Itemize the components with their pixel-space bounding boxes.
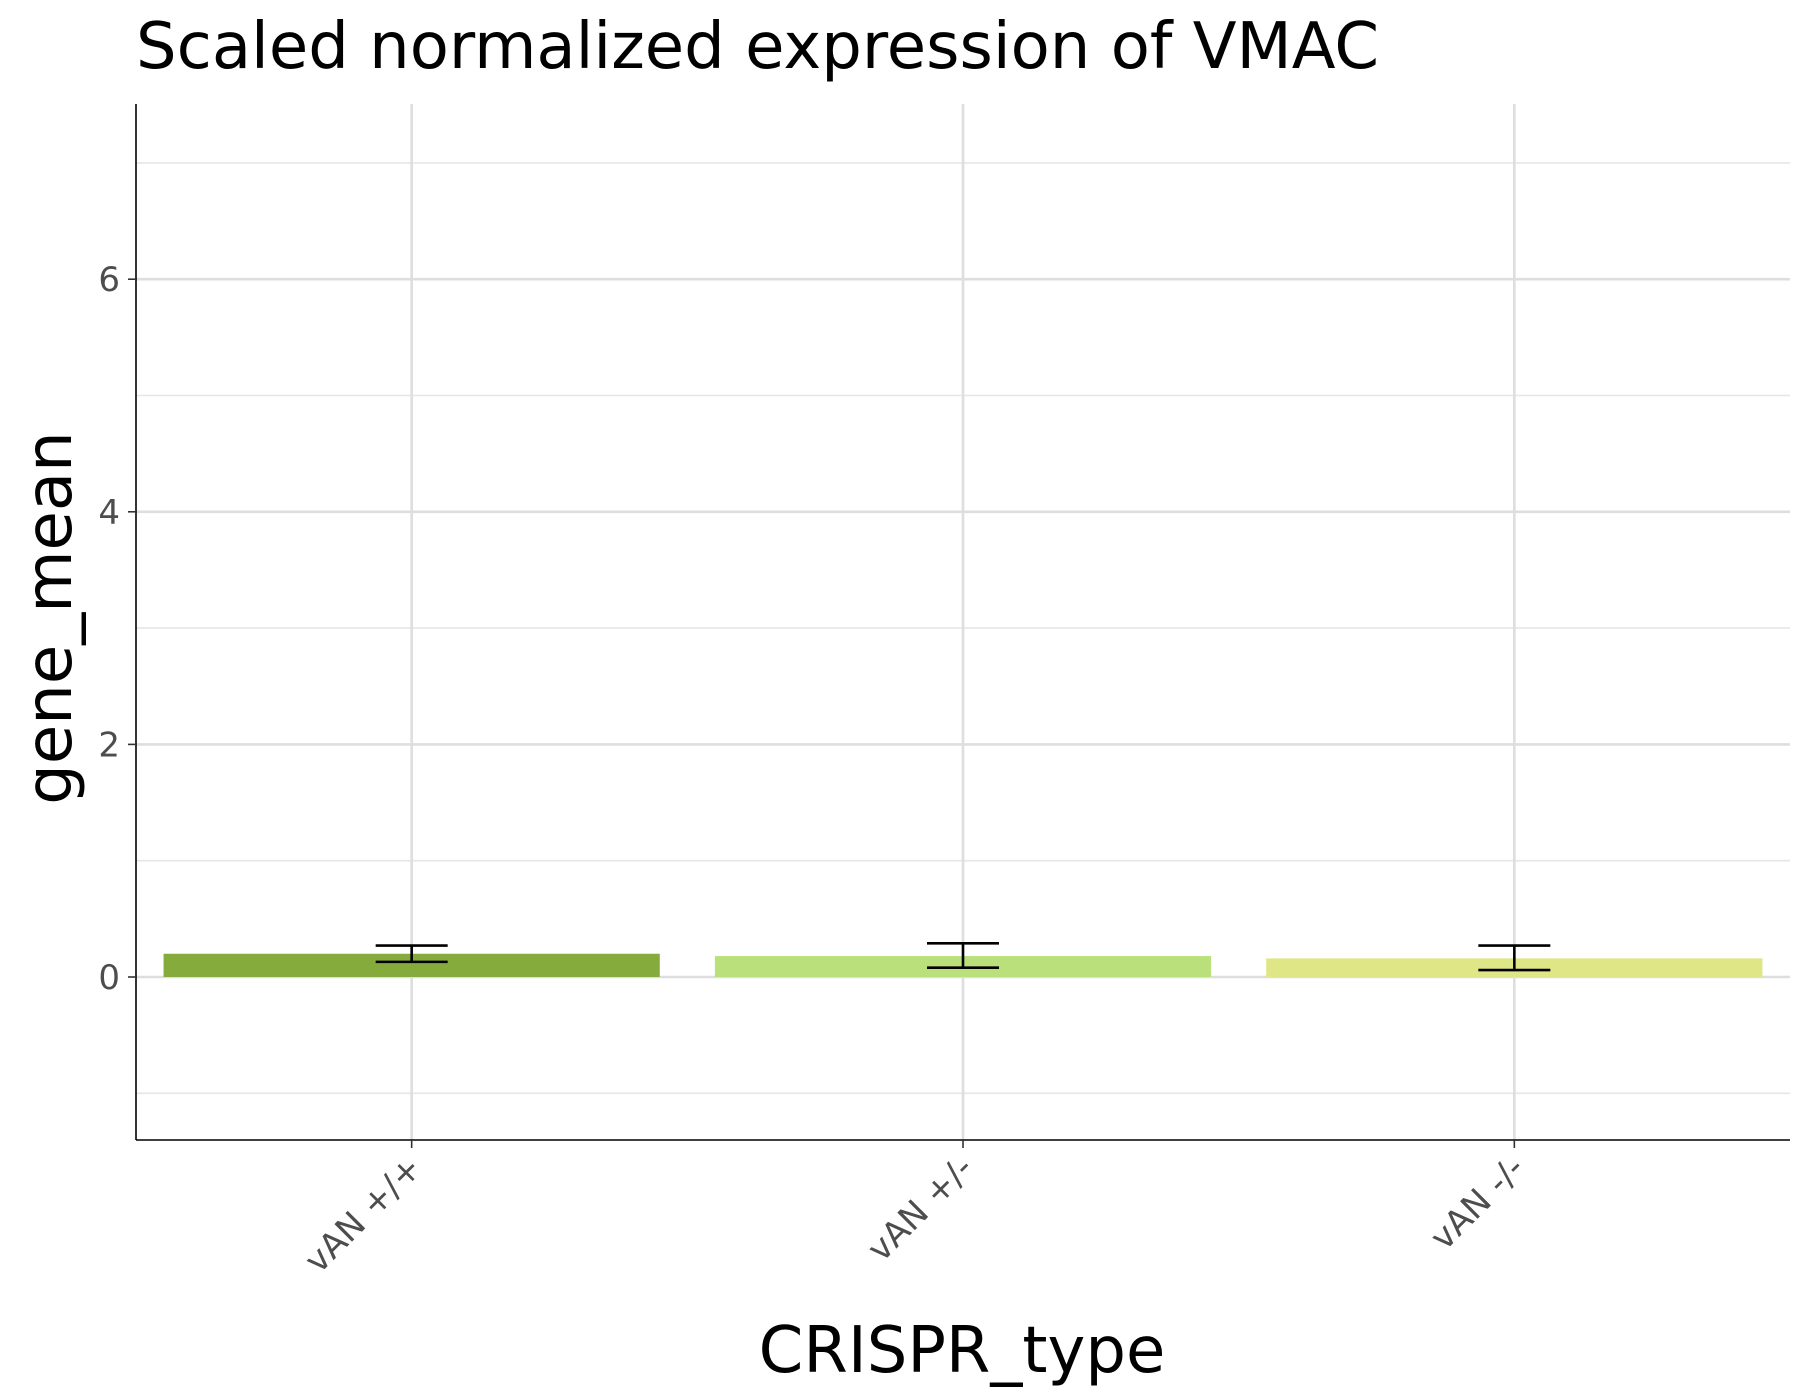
y-axis-title: gene_mean	[13, 431, 87, 804]
axes-layer	[128, 104, 1790, 1148]
y-tick-label: 4	[98, 493, 120, 533]
x-tick-label: vAN +/+	[297, 1148, 430, 1281]
chart-title: Scaled normalized expression of VMAC	[136, 10, 1379, 84]
labels-layer: 0 2 4 6 vAN +/+ vAN +/- vAN -/-	[98, 260, 1532, 1281]
x-tick-label: vAN +/-	[860, 1148, 982, 1270]
error-bars-layer	[375, 941, 1551, 972]
y-tick-label: 6	[98, 260, 120, 300]
y-tick-label: 0	[98, 958, 120, 998]
bar-1	[163, 953, 660, 977]
x-axis-title: CRISPR_type	[759, 1314, 1166, 1388]
grid-layer	[136, 104, 1790, 1140]
x-tick-label: vAN -/-	[1423, 1148, 1533, 1258]
y-tick-label: 2	[98, 725, 120, 765]
